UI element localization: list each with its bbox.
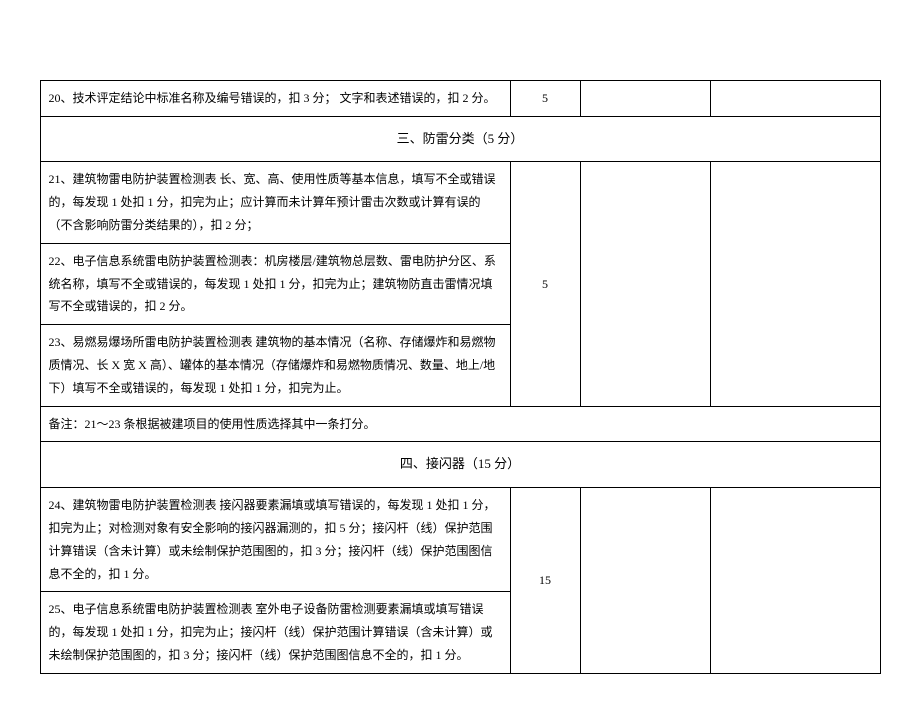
score-cell: 5: [510, 81, 580, 117]
desc-cell: 20、技术评定结论中标准名称及编号错误的，扣 3 分； 文字和表述错误的，扣 2…: [40, 81, 510, 117]
section-header-row: 三、防雷分类（5 分）: [40, 116, 880, 162]
desc-cell: 23、易燃易爆场所雷电防护装置检测表 建筑物的基本情况（名称、存储爆炸和易燃物质…: [40, 325, 510, 406]
desc-cell: 21、建筑物雷电防护装置检测表 长、宽、高、使用性质等基本信息，填写不全或错误的…: [40, 162, 510, 243]
blank-cell: [710, 162, 880, 406]
blank-cell: [580, 162, 710, 406]
desc-cell: 25、电子信息系统雷电防护装置检测表 室外电子设备防雷检测要素漏填或填写错误的，…: [40, 592, 510, 673]
table-row: 24、建筑物雷电防护装置检测表 接闪器要素漏填或填写错误的，每发现 1 处扣 1…: [40, 488, 880, 592]
desc-cell: 24、建筑物雷电防护装置检测表 接闪器要素漏填或填写错误的，每发现 1 处扣 1…: [40, 488, 510, 592]
blank-cell: [580, 81, 710, 117]
section-header-row: 四、接闪器（15 分）: [40, 442, 880, 488]
score-cell: 5: [510, 162, 580, 406]
blank-cell: [580, 488, 710, 674]
score-cell: 15: [510, 488, 580, 674]
note-row: 备注：21～23 条根据被建项目的使用性质选择其中一条打分。: [40, 406, 880, 442]
blank-cell: [710, 488, 880, 674]
scoring-table: 20、技术评定结论中标准名称及编号错误的，扣 3 分； 文字和表述错误的，扣 2…: [40, 80, 881, 674]
section-header: 三、防雷分类（5 分）: [40, 116, 880, 162]
desc-cell: 22、电子信息系统雷电防护装置检测表：机房楼层/建筑物总层数、雷电防护分区、系统…: [40, 243, 510, 324]
table-row: 20、技术评定结论中标准名称及编号错误的，扣 3 分； 文字和表述错误的，扣 2…: [40, 81, 880, 117]
section-header: 四、接闪器（15 分）: [40, 442, 880, 488]
note-cell: 备注：21～23 条根据被建项目的使用性质选择其中一条打分。: [40, 406, 880, 442]
table-row: 21、建筑物雷电防护装置检测表 长、宽、高、使用性质等基本信息，填写不全或错误的…: [40, 162, 880, 243]
blank-cell: [710, 81, 880, 117]
